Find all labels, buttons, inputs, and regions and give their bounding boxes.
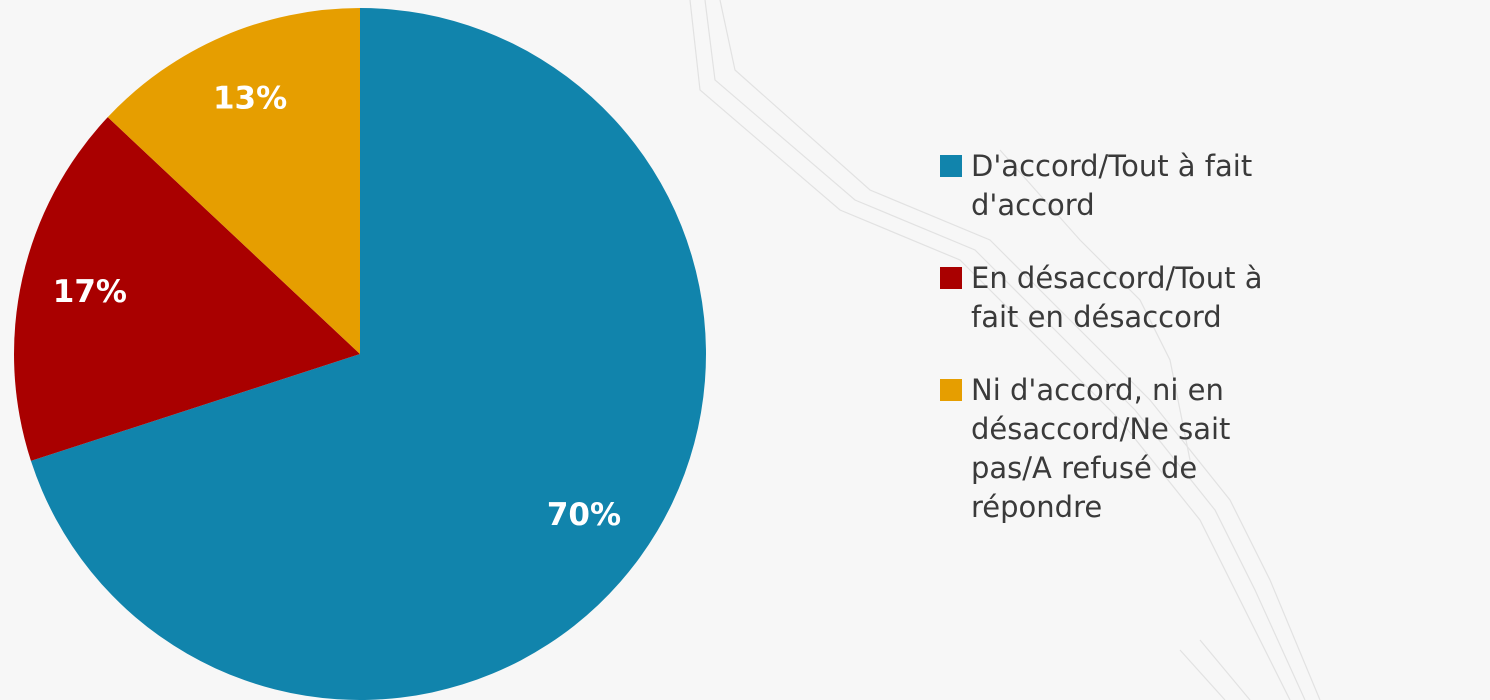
legend-item: En désaccord/Tout à fait en désaccord (940, 259, 1480, 337)
legend-swatch (940, 267, 962, 289)
pie-slice-0 (30, 8, 706, 700)
legend-label: D'accord/Tout à fait d'accord (971, 149, 1253, 222)
legend-label: En désaccord/Tout à fait en désaccord (971, 261, 1263, 334)
chart-legend: D'accord/Tout à fait d'accord En désaccor… (940, 147, 1480, 561)
legend-swatch (940, 379, 962, 401)
pie-slice-1 (13, 117, 360, 461)
legend-item: Ni d'accord, ni en désaccord/Ne sait pas… (940, 371, 1480, 527)
legend-swatch (940, 155, 962, 177)
pie-slice-label-2: 13% (213, 80, 287, 116)
legend-item: D'accord/Tout à fait d'accord (940, 147, 1480, 225)
legend-label: Ni d'accord, ni en désaccord/Ne sait pas… (971, 373, 1231, 524)
pie-slice-label-1: 17% (53, 274, 127, 310)
pie-slice-label-0: 70% (547, 497, 621, 533)
pie-slice-2 (107, 8, 360, 354)
